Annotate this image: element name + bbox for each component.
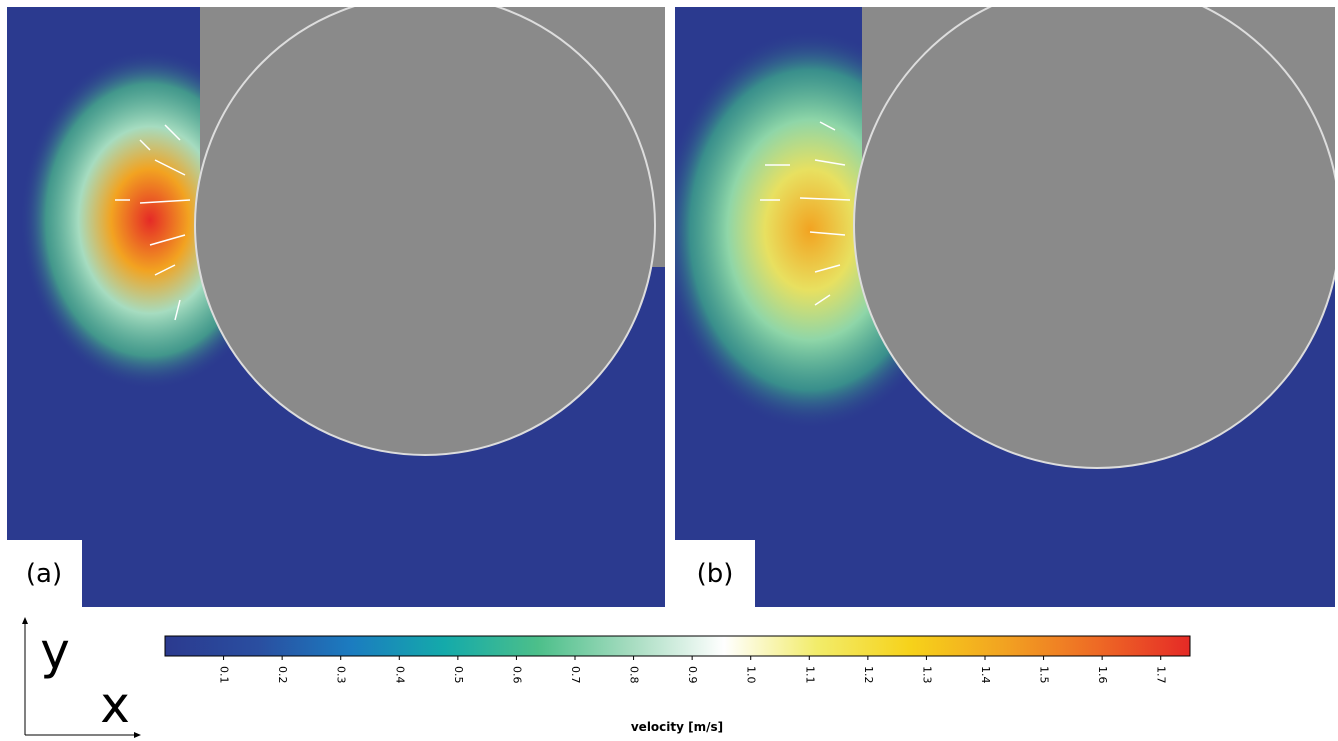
cylinder — [194, 7, 656, 456]
tick-label: 0.3 — [335, 666, 348, 684]
tick-label: 1.6 — [1096, 666, 1109, 684]
tick-label: 1.0 — [745, 666, 758, 684]
tick-label: 0.6 — [510, 666, 523, 684]
vectors — [115, 124, 191, 321]
tick-label: 0.1 — [218, 666, 231, 684]
label-box — [7, 540, 82, 607]
label-box — [675, 540, 755, 607]
y-label: y — [40, 622, 70, 680]
tick-label: 0.9 — [686, 666, 699, 684]
axes-indicator: y x — [22, 617, 141, 738]
tick-label: 1.1 — [803, 666, 816, 684]
panel-a — [7, 7, 665, 607]
tick-label: 1.4 — [979, 666, 992, 684]
arrowhead — [134, 732, 141, 738]
tick-label: 1.3 — [920, 666, 933, 684]
cylinder — [853, 7, 1335, 469]
tick-label: 0.8 — [628, 666, 641, 684]
tick-label: 0.4 — [393, 666, 406, 684]
tick-label: 1.7 — [1155, 666, 1168, 684]
x-label: x — [100, 676, 130, 734]
tick-label: 1.5 — [1038, 666, 1051, 684]
vectors — [760, 121, 851, 306]
tick-label: 0.2 — [276, 666, 289, 684]
panel-label: (a) — [26, 559, 62, 589]
tick-label: 1.2 — [862, 666, 875, 684]
arrowhead — [22, 617, 28, 624]
colorbar: velocity [m/s] 0.1 0.2 0.3 0.4 0.5 0.6 0.7 0.8 0… — [164, 635, 1191, 734]
panel-label: (b) — [697, 559, 734, 589]
colorbar-label: velocity [m/s] — [631, 720, 723, 734]
panel-b — [675, 7, 1335, 607]
tick-label: 0.5 — [452, 666, 465, 684]
colorbar-bar — [164, 635, 1191, 657]
tick-label: 0.7 — [569, 666, 582, 684]
